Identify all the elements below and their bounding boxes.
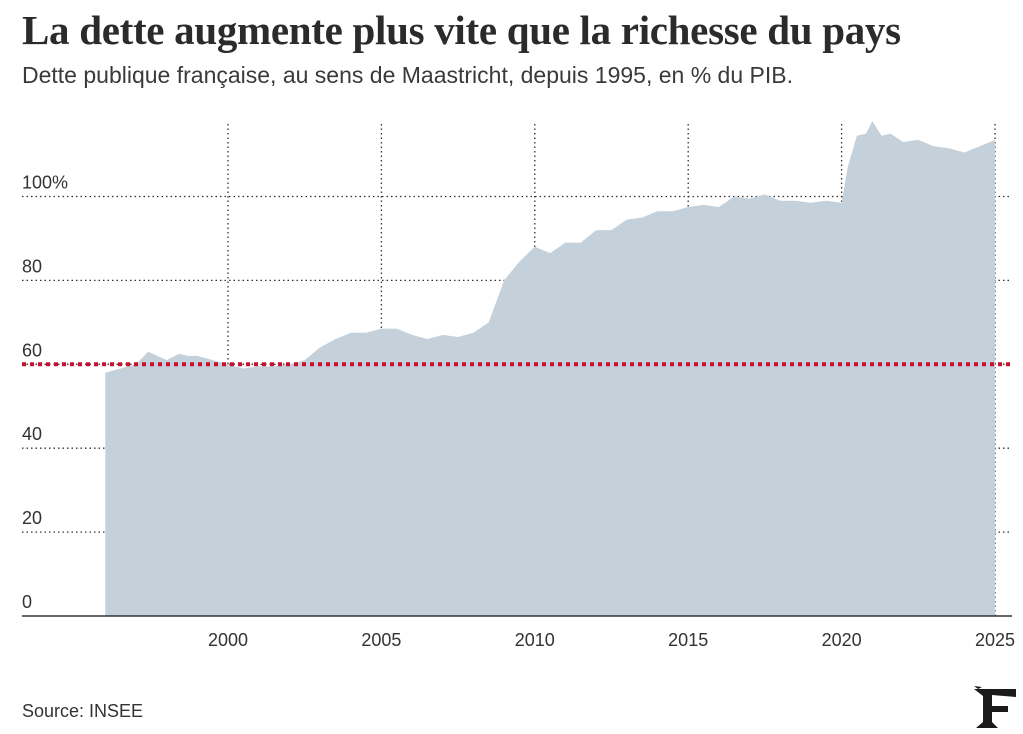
y-tick-labels: 0 20 40 60 80 100% xyxy=(22,173,68,613)
x-tick-label: 2020 xyxy=(822,630,862,650)
chart-subtitle: Dette publique française, au sens de Maa… xyxy=(22,62,793,88)
x-tick-label: 2005 xyxy=(361,630,401,650)
x-tick-labels: 2000 2005 2010 2015 2020 2025 xyxy=(208,630,1015,650)
le-figaro-f-logo-icon xyxy=(974,686,1016,728)
y-tick-label: 80 xyxy=(22,256,42,276)
x-tick-label: 2000 xyxy=(208,630,248,650)
y-tick-label: 60 xyxy=(22,340,42,360)
y-tick-label: 20 xyxy=(22,508,42,528)
source-note: Source: INSEE xyxy=(22,701,144,721)
y-tick-label: 0 xyxy=(22,592,32,612)
x-tick-label: 2010 xyxy=(515,630,555,650)
chart-title: La dette augmente plus vite que la riche… xyxy=(22,7,901,53)
y-tick-label: 100% xyxy=(22,173,68,193)
debt-area-series xyxy=(105,121,996,616)
x-tick-label: 2015 xyxy=(668,630,708,650)
y-tick-label: 40 xyxy=(22,424,42,444)
x-tick-label: 2025 xyxy=(975,630,1015,650)
